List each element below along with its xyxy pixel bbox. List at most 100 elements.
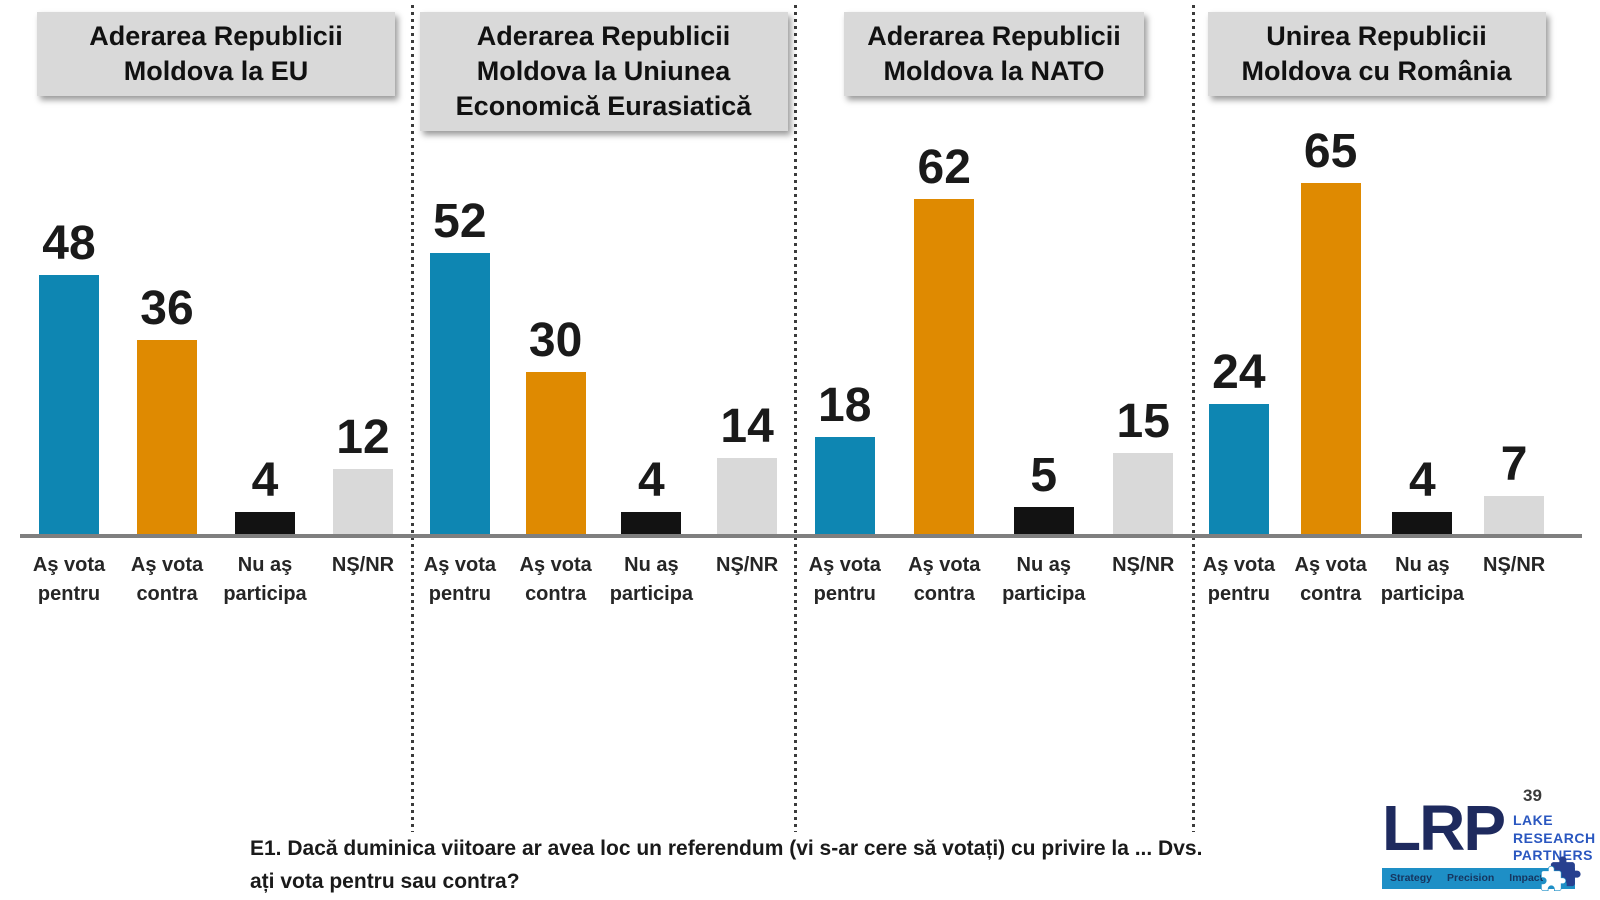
bar — [39, 275, 99, 534]
category-label-line: Aş vota — [1202, 554, 1275, 576]
bar — [1013, 507, 1074, 534]
dotted-separator-line — [411, 5, 414, 832]
lrp-acronym: LRP — [1382, 792, 1506, 864]
bar-value-label: 14 — [720, 400, 774, 453]
bar-group: 30 — [508, 0, 604, 534]
bar-value-label: 4 — [1409, 454, 1436, 507]
bar-group: 18 — [795, 0, 895, 534]
chart-panel-1: Aderarea Republicii Moldova la EU 48 36 4 12 A… — [20, 0, 412, 900]
bar-value-label: 15 — [1116, 395, 1170, 448]
bars-row: 48 36 4 12 — [20, 0, 412, 534]
question-footnote: E1. Dacă duminica viitoare ar avea loc u… — [250, 832, 1250, 898]
category-label-line: Nu aş — [237, 554, 293, 576]
panel-title-line: Economică Eurasiatică — [455, 91, 752, 121]
category-label-line: pentru — [1207, 583, 1270, 605]
category-label-line: contra — [525, 583, 587, 605]
bar-value-label: 65 — [1303, 125, 1358, 178]
bar-group: 14 — [699, 0, 795, 534]
bar-value-label: 48 — [42, 217, 96, 270]
panel-title: Aderarea Republicii Moldova la EU — [37, 12, 395, 96]
bar-value-label: 5 — [1030, 449, 1058, 502]
category-label-line: Aş vota — [1294, 554, 1367, 576]
footnote-line-2: ați vota pentru sau contra? — [250, 870, 520, 893]
bar — [137, 340, 197, 534]
category-label-line: NŞ/NR — [1483, 554, 1546, 576]
lrp-name-line-2: RESEARCH — [1513, 829, 1596, 846]
panel-title: Aderarea Republicii Moldova la NATO — [844, 12, 1144, 96]
bar — [235, 512, 295, 534]
bar — [1113, 453, 1174, 534]
category-label-line: participa — [223, 583, 307, 605]
chart-panel-3: Aderarea Republicii Moldova la NATO 18 62 5 1… — [795, 0, 1193, 900]
category-labels-row: Aş vota pentru Aş vota contra Nu aş participa… — [20, 551, 412, 609]
panel-title-line: Moldova cu România — [1241, 56, 1512, 86]
bar-group: 36 — [118, 0, 216, 534]
panel-title-line: Moldova la EU — [123, 56, 309, 86]
category-label-line: NŞ/NR — [331, 554, 395, 576]
category-label: Aş vota pentru — [795, 551, 895, 609]
page-number: 39 — [1523, 786, 1542, 805]
bar-group: 7 — [1468, 0, 1560, 534]
category-label: Nu aş participa — [216, 551, 314, 609]
category-label-line: Aş vota — [908, 554, 981, 576]
bar-group: 24 — [1193, 0, 1285, 534]
bar-group: 48 — [20, 0, 118, 534]
category-label-line: Aş vota — [519, 554, 592, 576]
category-label: Aş vota contra — [118, 551, 216, 609]
category-label-line: contra — [136, 583, 198, 605]
category-label-line: pentru — [428, 583, 491, 605]
category-label-line: participa — [1002, 583, 1086, 605]
bar-value-label: 4 — [251, 454, 279, 507]
chart-panel-4: Unirea Republicii Moldova cu România 24 65 4… — [1193, 0, 1560, 900]
bar-group: 62 — [895, 0, 995, 534]
category-labels-row: Aş vota pentru Aş vota contra Nu aş participa… — [795, 551, 1193, 609]
bar-value-label: 52 — [433, 195, 487, 248]
puzzle-icon — [1539, 855, 1583, 895]
category-label: Aş vota contra — [508, 551, 604, 609]
bars-row: 24 65 4 7 — [1193, 0, 1560, 534]
bar-value-label: 7 — [1500, 438, 1528, 491]
bar-group: 4 — [1377, 0, 1469, 534]
bar — [525, 372, 586, 534]
panel-title: Aderarea Republicii Moldova la Uniunea Eco… — [419, 12, 788, 131]
bar-value-label: 18 — [818, 379, 872, 432]
bar — [621, 512, 682, 534]
bar-value-label: 4 — [638, 454, 665, 507]
bar — [1208, 404, 1269, 534]
category-label-line: Aş vota — [423, 554, 496, 576]
dotted-separator-line — [1192, 5, 1195, 832]
category-label-line: participa — [1380, 583, 1465, 605]
category-labels-row: Aş vota pentru Aş vota contra Nu aş participa… — [1193, 551, 1560, 609]
lrp-name-line-1: LAKE — [1513, 812, 1554, 828]
bars-row: 18 62 5 15 — [795, 0, 1193, 534]
lrp-tagline-bar: Strategy Precision Impact — [1382, 855, 1581, 891]
category-label: Nu aş participa — [994, 551, 1094, 609]
category-label: Nu aş participa — [1377, 551, 1469, 609]
bar-group: 15 — [1094, 0, 1194, 534]
x-axis-line — [20, 534, 1582, 538]
category-label-line: NŞ/NR — [716, 554, 779, 576]
category-label: Nu aş participa — [604, 551, 700, 609]
panel-title: Unirea Republicii Moldova cu România — [1207, 12, 1546, 96]
bar-group: 4 — [604, 0, 700, 534]
lrp-name-line-3: PARTNERS — [1513, 847, 1593, 863]
bar-value-label: 30 — [528, 314, 583, 367]
bar — [1392, 512, 1453, 534]
category-label-line: NŞ/NR — [1112, 554, 1175, 576]
category-label-line: pentru — [37, 583, 101, 605]
bar-group: 12 — [314, 0, 412, 534]
category-label: Aş vota pentru — [412, 551, 508, 609]
footnote-line-1: E1. Dacă duminica viitoare ar avea loc u… — [250, 837, 1203, 860]
bar-group: 4 — [216, 0, 314, 534]
category-label-line: Aş vota — [130, 554, 204, 576]
bars-row: 52 30 4 14 — [412, 0, 795, 534]
category-label: Aş vota pentru — [1193, 551, 1285, 609]
category-label-line: Aş vota — [808, 554, 881, 576]
category-label: NŞ/NR — [699, 551, 795, 609]
category-labels-row: Aş vota pentru Aş vota contra Nu aş participa… — [412, 551, 795, 609]
dotted-separator-line — [794, 5, 797, 832]
category-label-line: Nu aş — [624, 554, 679, 576]
lrp-company-name: LAKE RESEARCH PARTNERS — [1513, 812, 1596, 865]
panel-title-line: Moldova la NATO — [883, 56, 1105, 86]
